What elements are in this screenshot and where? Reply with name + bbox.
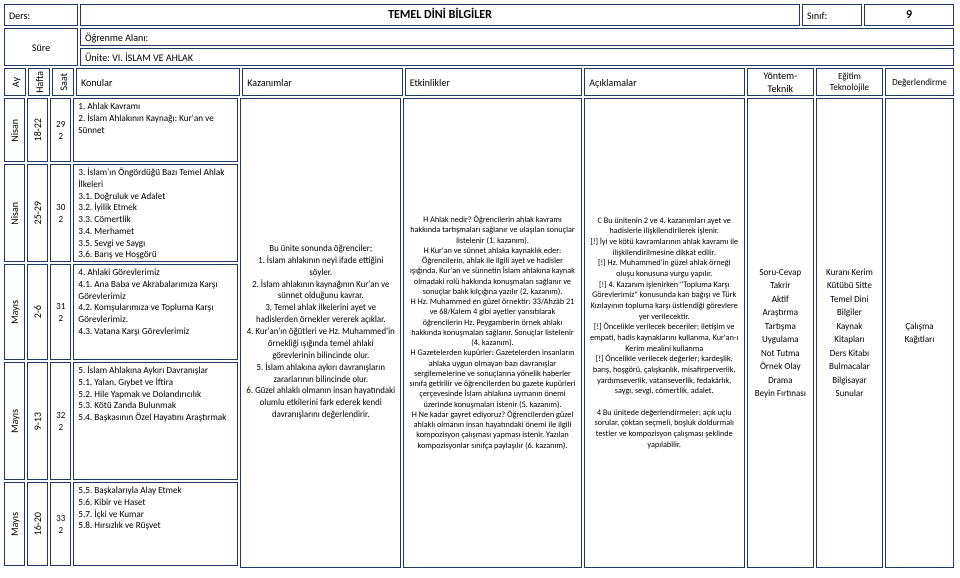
week-date: 25-29 (27, 164, 48, 262)
yontem-cell: Soru-CevapTakrirAktifAraştırmaTartışmaUy… (747, 98, 814, 568)
egitim-column: Kuranı KerimKütübü SitteTemel Dini Bilgi… (816, 98, 883, 568)
week-number: 332 (50, 482, 71, 566)
aciklamalar-cell: C Bu ünitenin 2 ve 4. kazanımları ayet v… (584, 98, 745, 568)
header-row-2: Süre Öğrenme Alanı: Ünite: VI. İSLAM VE … (4, 28, 954, 66)
egitim-cell: Kuranı KerimKütübü SitteTemel Dini Bilgi… (816, 98, 883, 568)
col-etkinlikler: Etkinlikler (405, 68, 583, 96)
sinif-value: 9 (864, 4, 954, 26)
konular-cell: 1. Ahlak Kavramı 2. İslam Ahlakının Kayn… (73, 98, 238, 162)
aciklamalar-column: C Bu ünitenin 2 ve 4. kazanımları ayet v… (584, 98, 745, 568)
sure-label: Süre (4, 28, 78, 66)
ders-label: Ders: (4, 4, 78, 26)
kazanimlar-column: Bu ünite sonunda öğrenciler; 1. İslam ah… (240, 98, 401, 568)
konular-cell: 3. İslam'ın Öngördüğü Bazı Temel Ahlak İ… (73, 164, 238, 262)
week-number: 322 (50, 362, 71, 480)
col-egitim: Eğitim Teknolojile (816, 68, 883, 96)
months-column: Nisan Nisan Mayıs Mayıs Mayıs (4, 98, 25, 568)
col-konular: Konular (76, 68, 240, 96)
col-aciklamalar: Açıklamalar (584, 68, 744, 96)
month-cell: Nisan (4, 164, 25, 262)
ogrenme-alani-label: Öğrenme Alanı: (80, 28, 954, 46)
week-number: 302 (50, 164, 71, 262)
column-headers: Ay Hafta Saat Konular Kazanımlar Etkinli… (4, 68, 954, 96)
curriculum-page: Ders: TEMEL DİNİ BİLGİLER Sınıf: 9 Süre … (0, 0, 960, 578)
week-number-column: 292 302 312 322 332 (50, 98, 71, 568)
week-number: 292 (50, 98, 71, 162)
col-hafta: Hafta (28, 68, 50, 96)
degerlendirme-column: Çalışma Kağıtları (885, 98, 954, 568)
etkinlikler-column: H Ahlak nedir? Öğrencilerin ahlak kavram… (403, 98, 581, 568)
konular-cell: 5.5. Başkalarıyla Alay Etmek 5.6. Kibir … (73, 482, 238, 566)
unite-label: Ünite: VI. İSLAM VE AHLAK (80, 48, 954, 66)
week-number: 312 (50, 264, 71, 360)
week-date: 16-20 (27, 482, 48, 566)
kazanimlar-cell: Bu ünite sonunda öğrenciler; 1. İslam ah… (240, 98, 401, 568)
sinif-label: Sınıf: (802, 4, 862, 26)
etkinlikler-cell: H Ahlak nedir? Öğrencilerin ahlak kavram… (403, 98, 581, 568)
ders-value: TEMEL DİNİ BİLGİLER (80, 4, 800, 26)
col-kazanimlar: Kazanımlar (242, 68, 402, 96)
degerlendirme-cell: Çalışma Kağıtları (885, 98, 954, 568)
header-row-1: Ders: TEMEL DİNİ BİLGİLER Sınıf: 9 (4, 4, 954, 26)
col-degerlendirme: Değerlendirme (885, 68, 954, 96)
month-cell: Mayıs (4, 362, 25, 480)
month-cell: Nisan (4, 98, 25, 162)
yontem-column: Soru-CevapTakrirAktifAraştırmaTartışmaUy… (747, 98, 814, 568)
konular-column: 1. Ahlak Kavramı 2. İslam Ahlakının Kayn… (73, 98, 238, 568)
week-date: 2-6 (27, 264, 48, 360)
konular-cell: 5. İslam Ahlakına Aykırı Davranışlar 5.1… (73, 362, 238, 480)
col-saat: Saat (52, 68, 74, 96)
month-cell: Mayıs (4, 482, 25, 566)
month-cell: Mayıs (4, 264, 25, 360)
col-yontem: Yöntem-Teknik (747, 68, 814, 96)
week-date: 9-13 (27, 362, 48, 480)
week-date: 18-22 (27, 98, 48, 162)
konular-cell: 4. Ahlaki Görevlerimiz 4.1. Ana Baba ve … (73, 264, 238, 360)
week-dates-column: 18-22 25-29 2-6 9-13 16-20 (27, 98, 48, 568)
col-ay: Ay (4, 68, 26, 96)
table-body: Nisan Nisan Mayıs Mayıs Mayıs 18-22 25-2… (4, 98, 954, 568)
